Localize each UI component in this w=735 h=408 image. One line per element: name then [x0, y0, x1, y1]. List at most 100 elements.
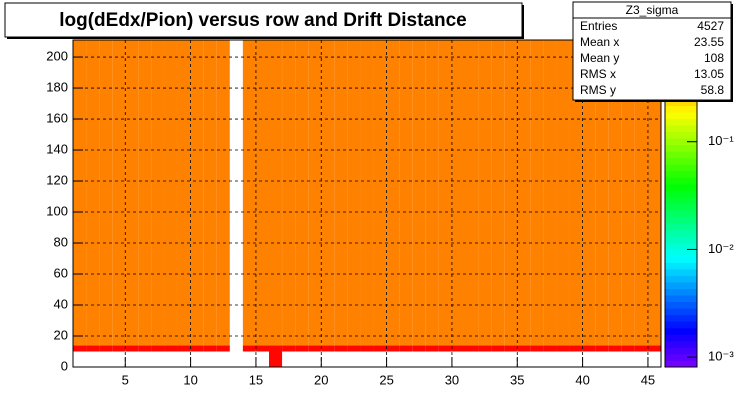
- cell: [412, 345, 426, 352]
- cell: [347, 40, 361, 346]
- palette-step: [665, 360, 697, 368]
- cell: [321, 40, 335, 346]
- cell: [177, 40, 191, 346]
- palette-step: [665, 314, 697, 322]
- palette-step: [665, 138, 697, 146]
- stats-label: Mean y: [580, 51, 619, 65]
- cell: [269, 351, 283, 367]
- x-tick-label: 5: [122, 372, 129, 387]
- cell: [347, 345, 361, 352]
- palette-step: [665, 196, 697, 204]
- cell: [608, 40, 622, 346]
- cell: [582, 40, 596, 346]
- cell: [634, 40, 648, 346]
- y-tick-label: 20: [54, 327, 68, 342]
- cell: [595, 40, 609, 346]
- title-box: [4, 2, 523, 38]
- palette-step: [665, 229, 697, 237]
- cell: [373, 40, 387, 346]
- palette-step: [665, 295, 697, 303]
- cell: [112, 40, 126, 346]
- cell: [451, 345, 465, 352]
- cell: [530, 345, 544, 352]
- cell: [269, 345, 283, 352]
- cell: [491, 345, 505, 352]
- cell: [478, 40, 492, 346]
- palette-step: [665, 301, 697, 309]
- palette-step: [665, 183, 697, 191]
- palette-step: [665, 242, 697, 250]
- x-tick-label: 35: [510, 372, 524, 387]
- cell: [582, 345, 596, 352]
- cell: [125, 345, 139, 352]
- cell: [308, 345, 322, 352]
- y-tick-label: 120: [46, 172, 68, 187]
- palette-step: [665, 216, 697, 224]
- palette-step: [665, 353, 697, 361]
- cell: [438, 345, 452, 352]
- palette-step: [665, 268, 697, 276]
- stats-value: 23.55: [694, 35, 724, 49]
- z-tick-label: 10⁻¹: [708, 133, 734, 148]
- cell: [269, 40, 283, 346]
- y-tick-label: 140: [46, 141, 68, 156]
- stats-value: 4527: [697, 19, 724, 33]
- palette-step: [665, 151, 697, 159]
- cell: [504, 345, 518, 352]
- cell: [203, 40, 217, 346]
- cell: [373, 345, 387, 352]
- cell: [255, 345, 269, 352]
- cell: [125, 40, 139, 346]
- y-tick-label: 0: [61, 358, 68, 373]
- palette-step: [665, 118, 697, 126]
- palette-step: [665, 255, 697, 263]
- cell: [556, 345, 570, 352]
- cell: [569, 345, 583, 352]
- y-tick-label: 180: [46, 79, 68, 94]
- palette-step: [665, 321, 697, 329]
- cell: [543, 40, 557, 346]
- y-tick-label: 200: [46, 48, 68, 63]
- palette-step: [665, 210, 697, 218]
- cell: [634, 345, 648, 352]
- z-tick-label: 10⁻³: [708, 349, 734, 364]
- chart-title: log(dEdx/Pion) versus row and Drift Dist…: [59, 10, 467, 31]
- cell: [242, 40, 256, 346]
- palette-step: [665, 105, 697, 113]
- x-tick-label: 40: [575, 372, 589, 387]
- cell: [504, 40, 518, 346]
- palette-step: [665, 177, 697, 185]
- cell: [99, 40, 113, 346]
- cell: [334, 40, 348, 346]
- cell: [530, 40, 544, 346]
- palette-step: [665, 170, 697, 178]
- palette-step: [665, 125, 697, 133]
- palette-step: [665, 236, 697, 244]
- cell: [543, 345, 557, 352]
- stats-title: Z3_sigma: [626, 3, 679, 17]
- cell: [190, 345, 204, 352]
- cell: [360, 40, 374, 346]
- stats-label: Entries: [580, 19, 617, 33]
- cell: [621, 345, 635, 352]
- cell: [399, 40, 413, 346]
- cell: [556, 40, 570, 346]
- cell: [138, 40, 152, 346]
- palette-step: [665, 327, 697, 335]
- cell: [86, 40, 100, 346]
- cell: [138, 345, 152, 352]
- cell: [321, 345, 335, 352]
- cell: [386, 40, 400, 346]
- palette-step: [665, 334, 697, 342]
- stats-label: Mean x: [580, 35, 619, 49]
- palette-step: [665, 223, 697, 231]
- cell: [73, 40, 87, 346]
- palette-step: [665, 131, 697, 139]
- cell: [647, 40, 661, 346]
- cell: [164, 345, 178, 352]
- y-tick-label: 160: [46, 110, 68, 125]
- y-tick-label: 40: [54, 296, 68, 311]
- cell: [216, 345, 230, 352]
- stats-value: 13.05: [694, 67, 724, 81]
- cell: [282, 345, 296, 352]
